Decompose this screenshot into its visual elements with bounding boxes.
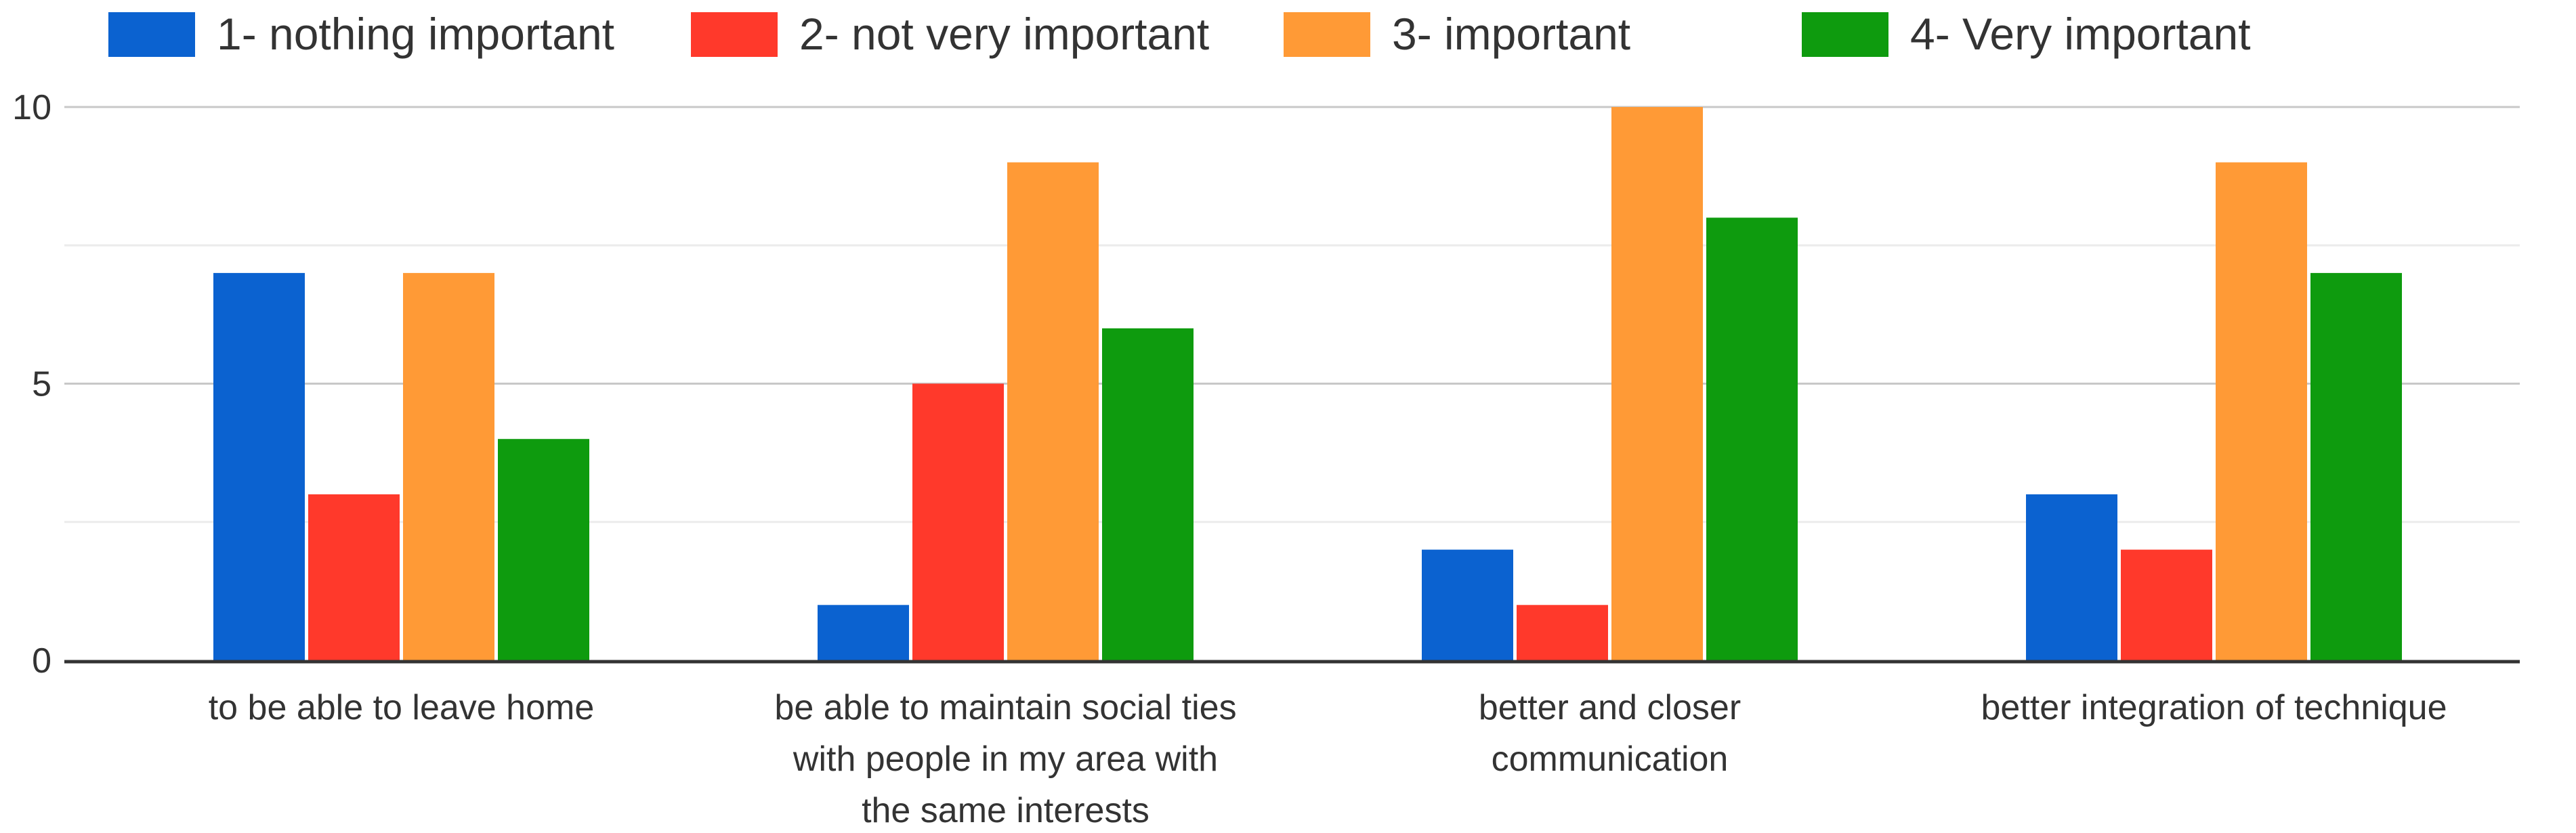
bar: [1102, 328, 1194, 660]
bar: [1517, 605, 1608, 660]
legend-label: 4- Very important: [1910, 9, 2251, 59]
legend-swatch: [1802, 12, 1888, 57]
bar: [498, 439, 589, 660]
legend-item: 2- not very important: [691, 9, 1209, 59]
x-category-label: the same interests: [862, 791, 1149, 830]
legend-swatch: [691, 12, 778, 57]
bar: [2216, 162, 2307, 660]
bar: [1422, 549, 1513, 660]
legend: 1- nothing important 2- not very importan…: [108, 9, 2251, 59]
y-tick-label: 0: [32, 641, 51, 681]
bar: [1706, 217, 1798, 660]
legend-item: 3- important: [1284, 9, 1630, 59]
legend-label: 1- nothing important: [217, 9, 614, 59]
legend-swatch: [1284, 12, 1370, 57]
x-category-label: with people in my area with: [793, 740, 1218, 779]
legend-swatch: [108, 12, 195, 57]
legend-label: 2- not very important: [799, 9, 1209, 59]
bar: [213, 273, 305, 661]
legend-item: 1- nothing important: [108, 9, 614, 59]
x-category-label: communication: [1492, 740, 1729, 779]
bars: [213, 107, 2402, 661]
legend-item: 4- Very important: [1802, 9, 2251, 59]
x-category-label: to be able to leave home: [209, 688, 595, 727]
bar: [818, 605, 909, 660]
legend-label: 3- important: [1392, 9, 1630, 59]
x-category-label: better and closer: [1479, 688, 1741, 727]
bar: [1611, 107, 1703, 660]
y-tick-label: 10: [12, 88, 51, 127]
bar: [1007, 162, 1099, 660]
bar: [403, 273, 494, 661]
x-axis-labels: to be able to leave home be able to maint…: [209, 688, 2447, 830]
y-axis: 0 5 10: [12, 88, 51, 681]
x-category-label: be able to maintain social ties: [774, 688, 1236, 727]
bar: [2026, 494, 2117, 660]
x-category-label: better integration of technique: [1981, 688, 2447, 727]
y-tick-label: 5: [32, 365, 51, 404]
bar: [912, 383, 1004, 660]
bar: [2310, 273, 2402, 661]
bar: [2121, 549, 2212, 660]
bar: [308, 494, 400, 660]
